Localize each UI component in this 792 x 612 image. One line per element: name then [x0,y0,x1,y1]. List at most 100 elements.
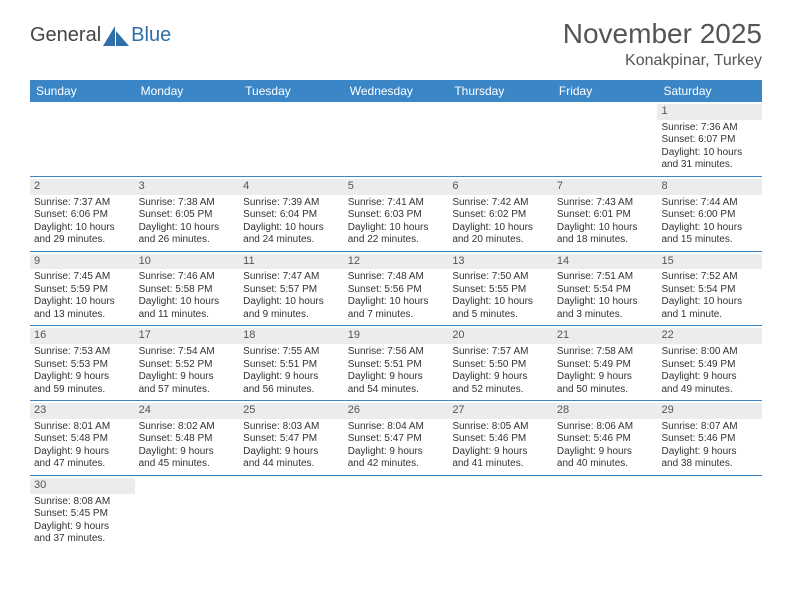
location: Konakpinar, Turkey [563,52,762,70]
week-row: 2Sunrise: 7:37 AMSunset: 6:06 PMDaylight… [30,177,762,252]
week-row: 23Sunrise: 8:01 AMSunset: 5:48 PMDayligh… [30,401,762,476]
empty-cell [135,102,240,176]
day-d2: and 59 minutes. [34,384,131,397]
day-cell: 11Sunrise: 7:47 AMSunset: 5:57 PMDayligh… [239,252,344,326]
day-sunrise: Sunrise: 7:45 AM [34,271,131,284]
day-sunrise: Sunrise: 7:42 AM [452,197,549,210]
day-d2: and 44 minutes. [243,458,340,471]
day-sunrise: Sunrise: 7:37 AM [34,197,131,210]
day-number: 5 [344,179,449,195]
day-cell: 14Sunrise: 7:51 AMSunset: 5:54 PMDayligh… [553,252,658,326]
day-sunset: Sunset: 5:50 PM [452,359,549,372]
day-number: 19 [344,328,449,344]
day-sunrise: Sunrise: 8:06 AM [557,421,654,434]
day-number: 12 [344,254,449,270]
day-cell: 29Sunrise: 8:07 AMSunset: 5:46 PMDayligh… [657,401,762,475]
day-number: 26 [344,403,449,419]
day-sunset: Sunset: 6:02 PM [452,209,549,222]
day-d2: and 40 minutes. [557,458,654,471]
logo-sail-icon [103,26,129,46]
dayheader: Sunday [30,80,135,102]
day-number: 14 [553,254,658,270]
day-d2: and 41 minutes. [452,458,549,471]
day-number: 24 [135,403,240,419]
day-d1: Daylight: 9 hours [661,371,758,384]
day-cell: 26Sunrise: 8:04 AMSunset: 5:47 PMDayligh… [344,401,449,475]
day-d1: Daylight: 10 hours [557,222,654,235]
empty-cell [239,476,344,550]
day-sunrise: Sunrise: 8:04 AM [348,421,445,434]
empty-cell [553,476,658,550]
dayheader-row: SundayMondayTuesdayWednesdayThursdayFrid… [30,80,762,102]
day-sunset: Sunset: 6:05 PM [139,209,236,222]
day-d1: Daylight: 10 hours [139,296,236,309]
day-sunset: Sunset: 6:04 PM [243,209,340,222]
day-sunrise: Sunrise: 8:00 AM [661,346,758,359]
day-d2: and 50 minutes. [557,384,654,397]
day-number: 21 [553,328,658,344]
week-row: 16Sunrise: 7:53 AMSunset: 5:53 PMDayligh… [30,326,762,401]
day-sunset: Sunset: 5:46 PM [557,433,654,446]
day-sunrise: Sunrise: 8:07 AM [661,421,758,434]
day-d1: Daylight: 9 hours [557,446,654,459]
day-cell: 23Sunrise: 8:01 AMSunset: 5:48 PMDayligh… [30,401,135,475]
day-sunset: Sunset: 5:48 PM [34,433,131,446]
day-sunrise: Sunrise: 8:01 AM [34,421,131,434]
day-sunset: Sunset: 5:56 PM [348,284,445,297]
day-d1: Daylight: 10 hours [557,296,654,309]
day-number: 17 [135,328,240,344]
day-d2: and 54 minutes. [348,384,445,397]
day-number: 16 [30,328,135,344]
day-sunrise: Sunrise: 7:47 AM [243,271,340,284]
day-cell: 30Sunrise: 8:08 AMSunset: 5:45 PMDayligh… [30,476,135,550]
day-cell: 2Sunrise: 7:37 AMSunset: 6:06 PMDaylight… [30,177,135,251]
day-d1: Daylight: 9 hours [452,446,549,459]
day-d2: and 24 minutes. [243,234,340,247]
day-sunrise: Sunrise: 8:02 AM [139,421,236,434]
day-d2: and 3 minutes. [557,309,654,322]
day-sunrise: Sunrise: 8:03 AM [243,421,340,434]
day-number: 4 [239,179,344,195]
day-sunrise: Sunrise: 8:05 AM [452,421,549,434]
day-sunset: Sunset: 5:59 PM [34,284,131,297]
day-sunset: Sunset: 5:47 PM [348,433,445,446]
dayheader: Wednesday [344,80,449,102]
day-cell: 15Sunrise: 7:52 AMSunset: 5:54 PMDayligh… [657,252,762,326]
day-sunset: Sunset: 5:48 PM [139,433,236,446]
dayheader: Thursday [448,80,553,102]
empty-cell [344,102,449,176]
week-row: 30Sunrise: 8:08 AMSunset: 5:45 PMDayligh… [30,476,762,550]
day-cell: 20Sunrise: 7:57 AMSunset: 5:50 PMDayligh… [448,326,553,400]
day-sunrise: Sunrise: 7:36 AM [661,122,758,135]
day-d1: Daylight: 9 hours [243,371,340,384]
day-number: 3 [135,179,240,195]
day-sunrise: Sunrise: 7:53 AM [34,346,131,359]
day-sunset: Sunset: 5:58 PM [139,284,236,297]
day-d2: and 7 minutes. [348,309,445,322]
day-cell: 21Sunrise: 7:58 AMSunset: 5:49 PMDayligh… [553,326,658,400]
empty-cell [344,476,449,550]
day-cell: 22Sunrise: 8:00 AMSunset: 5:49 PMDayligh… [657,326,762,400]
day-d2: and 18 minutes. [557,234,654,247]
day-d1: Daylight: 9 hours [34,371,131,384]
day-cell: 10Sunrise: 7:46 AMSunset: 5:58 PMDayligh… [135,252,240,326]
day-sunset: Sunset: 5:51 PM [348,359,445,372]
day-d1: Daylight: 10 hours [661,147,758,160]
day-d1: Daylight: 10 hours [348,296,445,309]
day-cell: 19Sunrise: 7:56 AMSunset: 5:51 PMDayligh… [344,326,449,400]
dayheader: Tuesday [239,80,344,102]
day-number: 9 [30,254,135,270]
day-cell: 8Sunrise: 7:44 AMSunset: 6:00 PMDaylight… [657,177,762,251]
day-d1: Daylight: 10 hours [452,222,549,235]
day-cell: 17Sunrise: 7:54 AMSunset: 5:52 PMDayligh… [135,326,240,400]
day-cell: 18Sunrise: 7:55 AMSunset: 5:51 PMDayligh… [239,326,344,400]
day-d1: Daylight: 9 hours [452,371,549,384]
day-sunset: Sunset: 6:01 PM [557,209,654,222]
day-d1: Daylight: 9 hours [348,371,445,384]
empty-cell [657,476,762,550]
day-sunset: Sunset: 5:46 PM [661,433,758,446]
day-cell: 6Sunrise: 7:42 AMSunset: 6:02 PMDaylight… [448,177,553,251]
day-cell: 9Sunrise: 7:45 AMSunset: 5:59 PMDaylight… [30,252,135,326]
day-d1: Daylight: 10 hours [34,222,131,235]
day-cell: 3Sunrise: 7:38 AMSunset: 6:05 PMDaylight… [135,177,240,251]
